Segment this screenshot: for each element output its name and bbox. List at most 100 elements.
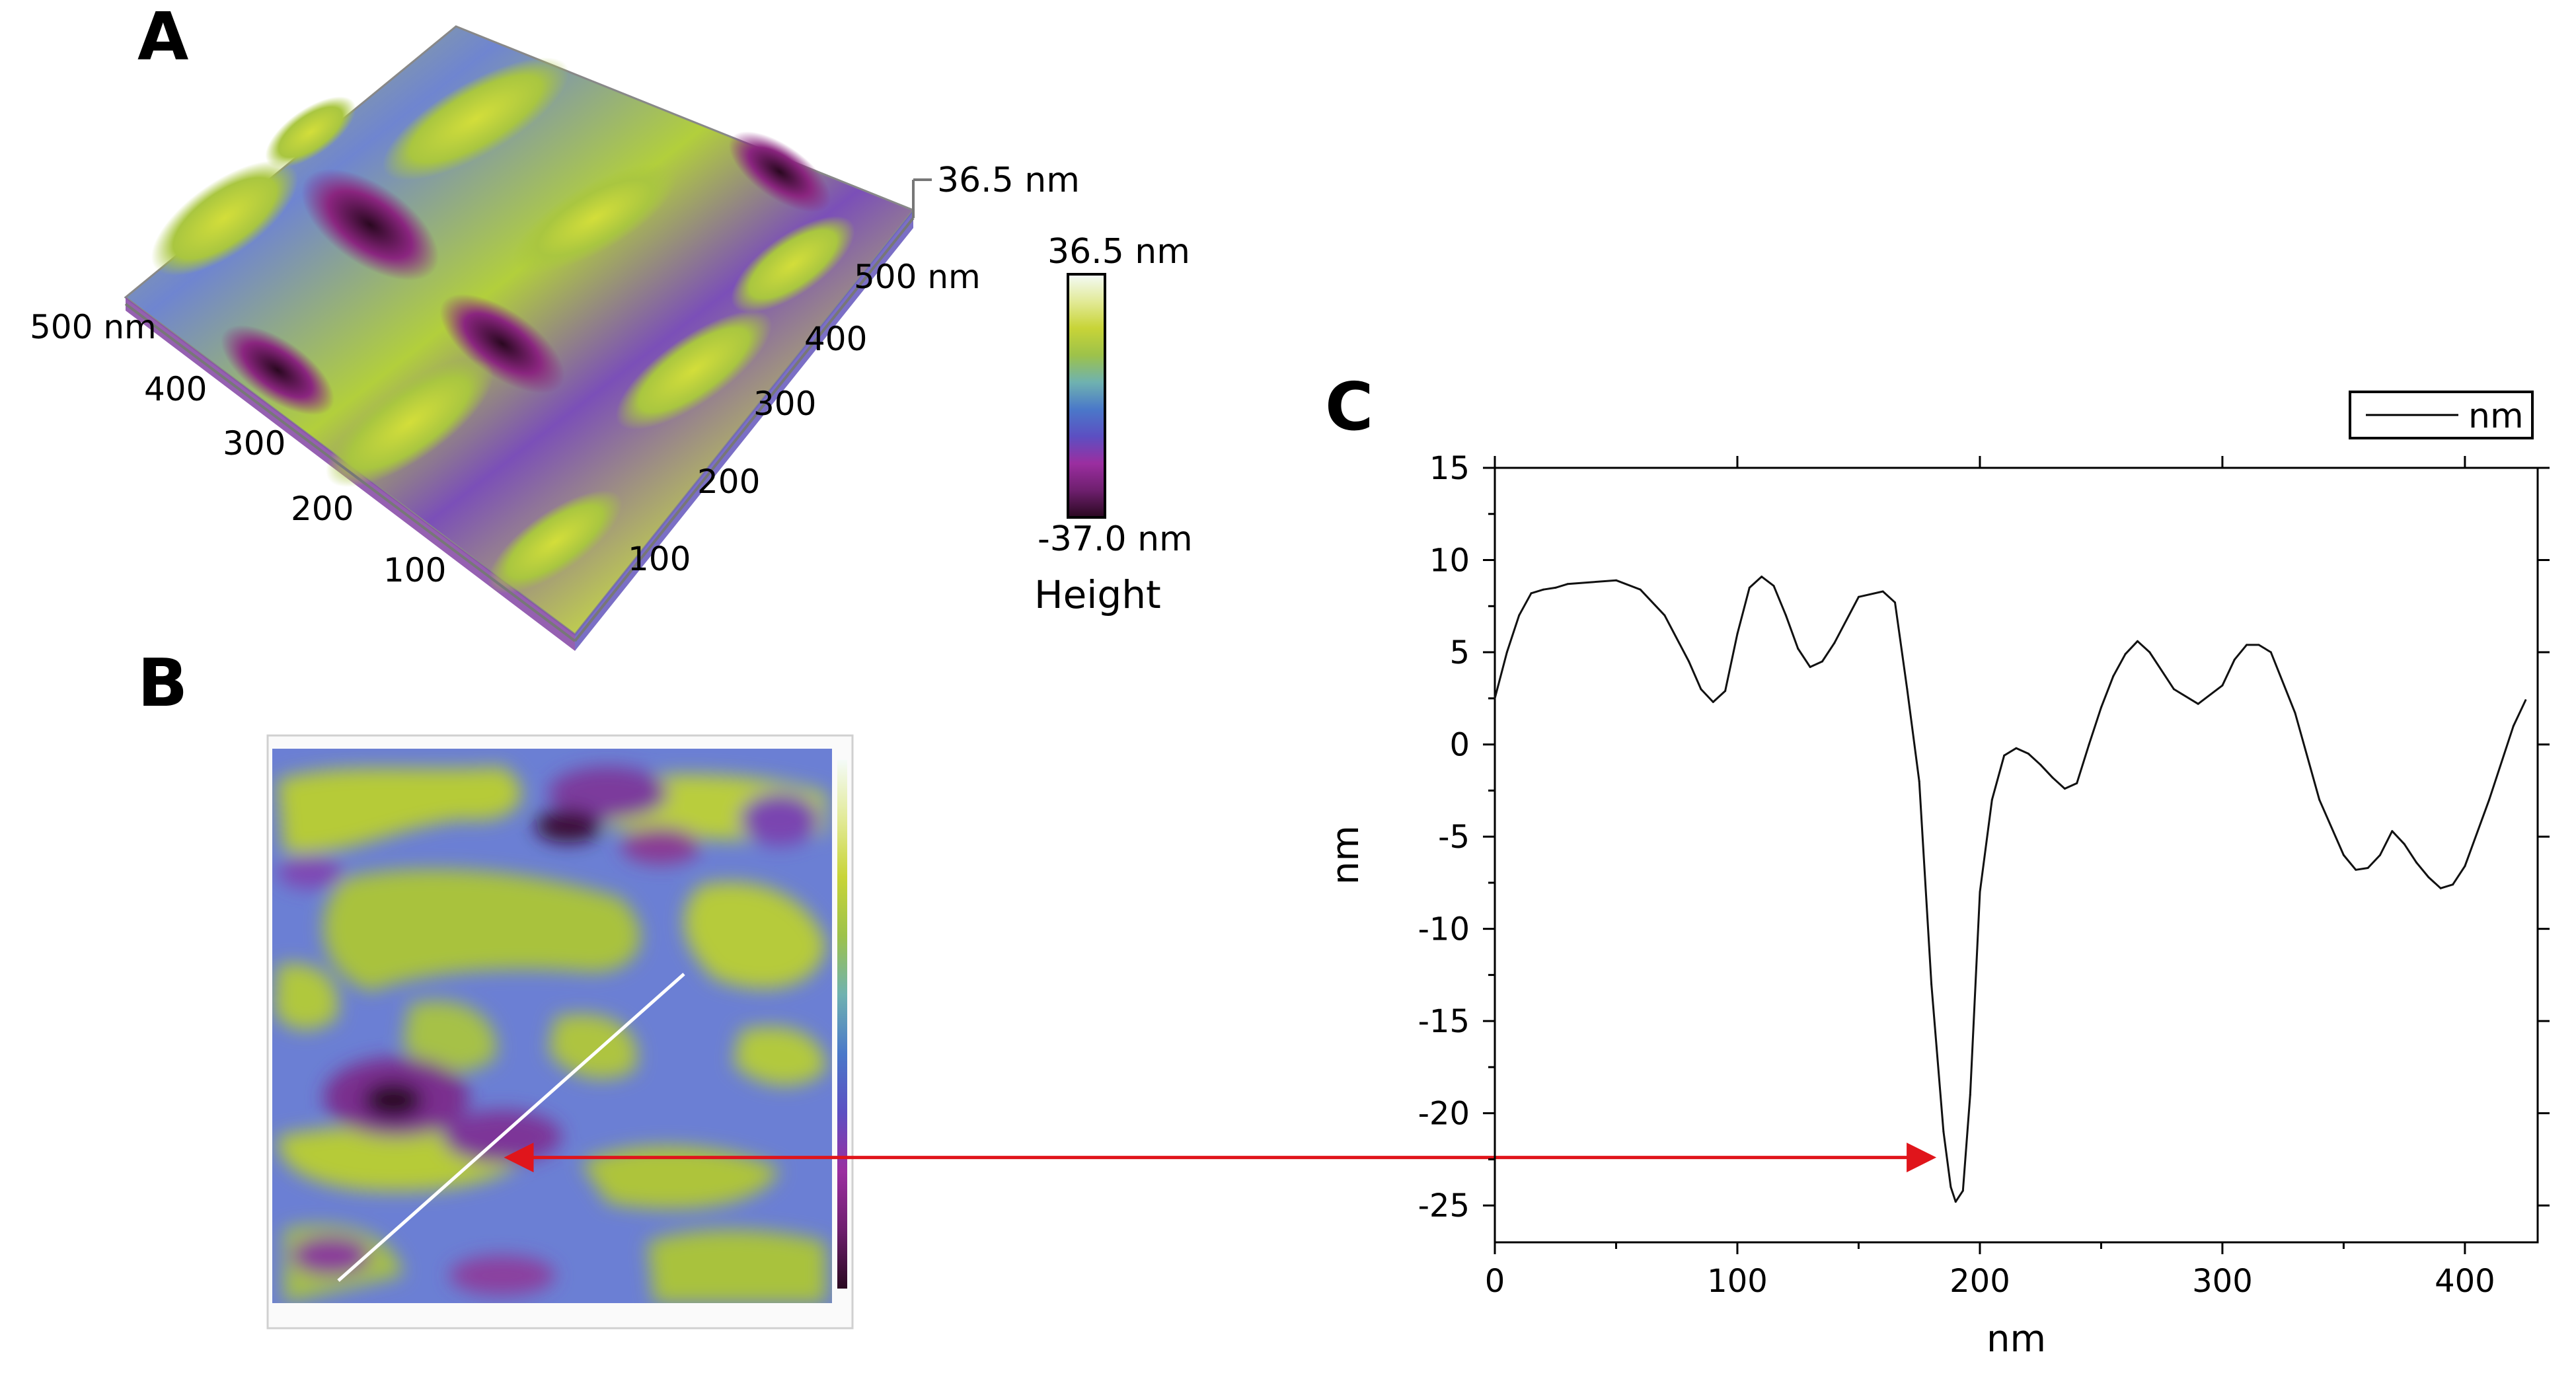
y-tick-3d-4: 100	[628, 540, 691, 578]
z-axis-top-label: 36.5 nm	[937, 161, 1080, 200]
series-nm-point	[1821, 660, 1823, 663]
y-axis-ticks-3d: 500 nm 400 300 200 100	[628, 258, 981, 578]
series-nm-point	[2137, 640, 2139, 642]
series-nm-point	[2379, 854, 2381, 856]
series-nm-point	[1505, 651, 1508, 654]
series-nm-point	[1930, 983, 1933, 985]
series-nm-point	[2088, 743, 2090, 746]
series-nm-point	[2076, 782, 2078, 784]
y-tick-label: -5	[1438, 819, 1470, 856]
series-nm-point	[2294, 712, 2296, 714]
x-axis-label: nm	[1987, 1318, 2046, 1361]
series-nm-point	[1954, 1201, 1957, 1203]
series-nm-point	[2039, 763, 2042, 766]
profile-scan-line	[337, 973, 685, 1282]
series-nm-point	[1748, 586, 1751, 589]
series-nm-point	[2051, 776, 2054, 779]
series-nm-point	[2112, 675, 2115, 677]
series-nm-point	[2100, 706, 2102, 709]
series-nm-point	[1688, 660, 1690, 663]
series-nm-line	[1494, 576, 2527, 1203]
series-nm-point	[1797, 648, 1799, 650]
series-nm-point	[2403, 843, 2406, 845]
colorbar: 36.5 nm -37.0 nm Height	[1034, 232, 1193, 617]
x-tick-label: 200	[1950, 1263, 2010, 1300]
series-nm-point	[1961, 1189, 1964, 1192]
series-nm-point	[2197, 702, 2199, 705]
series-nm-point	[1894, 601, 1896, 604]
y-tick-label: -10	[1418, 911, 1470, 948]
series-nm-point	[1784, 614, 1787, 617]
series-nm-point	[2124, 653, 2127, 656]
legend: nm	[2349, 391, 2534, 439]
x-tick-label: 0	[1485, 1263, 1505, 1300]
series-nm-point	[1712, 700, 1714, 703]
series-nm-point	[1990, 798, 1993, 801]
series-nm-point	[2148, 651, 2151, 654]
series-nm-point	[2512, 725, 2515, 728]
series-nm-point	[1950, 1185, 1952, 1188]
series-nm-point	[2367, 867, 2369, 869]
series-nm-point	[2003, 754, 2006, 757]
series-nm-point	[1942, 1131, 1945, 1133]
x-tick-3d-0: 500 nm	[30, 308, 157, 346]
y-tick-3d-1: 400	[804, 320, 867, 358]
y-tick-label: 5	[1449, 634, 1470, 671]
colorbar-title: Height	[1034, 572, 1161, 617]
series-nm-point	[1663, 614, 1666, 617]
series-nm-point	[2027, 753, 2029, 755]
series-nm-point	[2464, 865, 2466, 868]
series-nm-point	[1518, 614, 1521, 617]
series-nm-point	[1615, 579, 1617, 582]
series-nm-point	[1724, 690, 1727, 693]
series-nm-point	[1530, 592, 1533, 595]
series-nm-point	[1969, 1094, 1971, 1096]
series-nm-point	[2439, 887, 2442, 889]
series-nm-points	[1494, 576, 2527, 1203]
x-tick-3d-1: 400	[144, 370, 207, 408]
panel-letter-b: B	[137, 644, 188, 722]
series-nm-point	[2452, 883, 2454, 886]
series-nm-point	[1736, 632, 1739, 635]
x-axis-ticks: 0 100 200 300 400	[1485, 456, 2495, 1300]
series-nm-point	[1772, 585, 1775, 587]
series-nm-point	[1494, 697, 1496, 700]
x-tick-3d-2: 300	[223, 424, 285, 463]
series-nm-point	[2318, 798, 2321, 801]
panel-letter-c: C	[1325, 368, 1373, 445]
x-tick-3d-4: 100	[383, 551, 446, 589]
y-axis-ticks: 15 10 5 0 -5 -10 -15 -20 -25	[1418, 450, 2550, 1224]
series-nm-point	[2488, 798, 2491, 801]
series-nm-point	[1566, 583, 1569, 585]
x-tick-3d-3: 200	[291, 490, 354, 528]
series-nm-point	[1833, 642, 1836, 644]
x-tick-label: 400	[2435, 1263, 2495, 1300]
series-nm-point	[2063, 788, 2066, 790]
series-nm-point	[1979, 891, 1981, 893]
series-nm-point	[2015, 747, 2018, 749]
series-nm-point	[1542, 588, 1544, 591]
series-nm-point	[2342, 854, 2345, 856]
plot-frame	[1494, 467, 2539, 1244]
colorbar-scale	[1067, 273, 1106, 519]
afm-3d-surface	[124, 25, 915, 651]
series-nm-point	[1906, 688, 1909, 691]
series-nm-point	[2427, 876, 2430, 878]
series-nm-point	[2246, 644, 2248, 646]
series-nm-point	[1809, 665, 1811, 668]
series-nm-point	[2221, 684, 2224, 687]
series-nm-point	[1554, 586, 1557, 589]
series-nm-point	[1761, 576, 1763, 578]
y-tick-label: 10	[1429, 543, 1470, 580]
y-tick-3d-0: 500 nm	[854, 258, 981, 296]
series-nm-point	[2173, 688, 2175, 691]
colorbar-max-label: 36.5 nm	[1047, 232, 1190, 272]
y-tick-label: 15	[1429, 450, 1470, 487]
series-nm-point	[1700, 688, 1702, 691]
y-tick-3d-2: 300	[753, 385, 816, 423]
series-nm-point	[2391, 830, 2394, 833]
